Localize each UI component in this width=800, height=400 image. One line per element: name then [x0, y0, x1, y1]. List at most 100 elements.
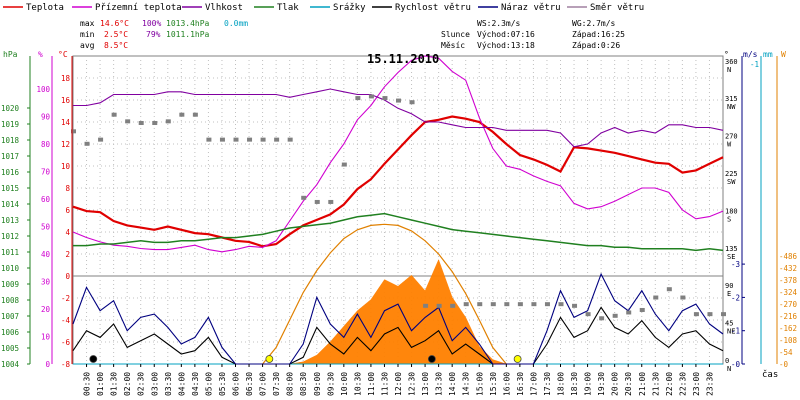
unit-wm2: W: [781, 50, 786, 59]
direction-tick-value: 135: [725, 245, 738, 253]
time-tick-label: 17:30: [543, 372, 552, 396]
time-tick-label: 09:00: [313, 372, 322, 396]
humidity-tick-label: 70: [41, 168, 51, 177]
time-tick-label: 00:30: [83, 372, 92, 396]
unit-mm: mm: [763, 50, 773, 59]
wind-direction-point: [233, 137, 239, 142]
time-tick-label: 08:00: [286, 372, 295, 396]
temperature-tick-label: 6: [65, 206, 70, 215]
pressure-tick-label: 1005: [1, 344, 19, 353]
legend-item-ground: Přízemní teplota: [72, 3, 182, 13]
legend-label-wind: Rychlost větru: [395, 3, 471, 13]
time-tick-label: 18:00: [557, 372, 566, 396]
event-marker-yellow-dot: [513, 355, 522, 363]
direction-tick-name: NE: [727, 328, 735, 336]
wind-direction-point: [517, 302, 523, 307]
wind-direction-point: [125, 119, 131, 124]
humidity-tick-label: 80: [41, 140, 51, 149]
pressure-tick-label: 1010: [1, 264, 20, 273]
direction-tick-name: S: [727, 215, 731, 223]
series-line-náraz-větru: [72, 272, 724, 365]
wind-direction-point: [490, 302, 496, 307]
direction-tick-value: 360: [725, 58, 738, 66]
moon-label: Měsíc: [441, 41, 465, 50]
humidity-tick-label: 20: [41, 305, 51, 314]
direction-tick-value: 315: [725, 95, 738, 103]
wind-tick-label: -3: [731, 260, 740, 269]
temperature-tick-label: -6: [61, 338, 71, 347]
wind-speed-info: WS:2.3m/s: [477, 19, 521, 28]
time-tick-label: 23:30: [705, 372, 714, 396]
stats-min-hum: 79%: [146, 30, 161, 39]
series-line-vlhkost: [73, 88, 724, 148]
wind-gust-info: WG:2.7m/s: [572, 19, 616, 28]
wind-direction-point: [341, 162, 347, 167]
stats-max-rain: 0.0mm: [224, 19, 248, 28]
rain-tick-label: -1: [750, 60, 759, 69]
time-axis-label: čas: [762, 369, 778, 380]
stats-max-label: max: [80, 19, 95, 28]
direction-tick-name: E: [727, 290, 731, 298]
solar-tick-label: -486: [779, 252, 798, 261]
wind-direction-point: [558, 302, 564, 307]
legend-item-temp: Teplota: [3, 3, 64, 13]
time-tick-label: 06:30: [245, 372, 254, 396]
wind-direction-point: [450, 303, 456, 308]
unit-pct: %: [38, 50, 43, 59]
pressure-tick-label: 1007: [1, 312, 19, 321]
temperature-tick-label: 4: [65, 228, 70, 237]
legend-item-press: Tlak: [254, 3, 299, 13]
pressure-tick-label: 1019: [1, 120, 19, 129]
stats-min-label: min: [80, 30, 95, 39]
event-markers: [89, 355, 522, 363]
humidity-tick-label: 60: [41, 195, 51, 204]
pressure-tick-label: 1008: [1, 296, 20, 305]
wind-direction-point: [301, 195, 307, 200]
solar-tick-label: -432: [779, 264, 797, 273]
time-tick-label: 06:00: [232, 372, 241, 396]
astro-block: WS:2.3m/s WG:2.7m/s Slunce Východ:07:16 …: [441, 19, 625, 50]
time-tick-label: 23:00: [692, 372, 701, 396]
legend-label-gust: Náraz větru: [501, 3, 561, 13]
wind-direction-point: [544, 302, 550, 307]
wind-direction-point: [314, 199, 320, 204]
time-tick-label: 07:00: [259, 372, 268, 396]
humidity-tick-label: 30: [41, 278, 51, 287]
temperature-tick-label: 12: [61, 140, 70, 149]
temperature-tick-label: -4: [61, 316, 71, 325]
solar-tick-label: -378: [779, 276, 798, 285]
time-tick-label: 11:30: [380, 372, 389, 396]
time-tick-label: 05:30: [218, 372, 227, 396]
wind-direction-point: [680, 295, 686, 300]
time-tick-label: 19:00: [584, 372, 593, 396]
sun-set: Západ:16:25: [572, 30, 625, 39]
direction-tick-name: SW: [727, 178, 736, 186]
temperature-tick-label: 16: [61, 96, 71, 105]
pressure-tick-label: 1016: [1, 168, 20, 177]
wind-direction-point: [721, 312, 726, 317]
pressure-tick-label: 1018: [1, 136, 20, 145]
wind-direction-marks: [71, 94, 726, 321]
direction-tick-name: N: [727, 66, 731, 74]
direction-tick-value: 225: [725, 170, 738, 178]
stats-avg-label: avg: [80, 41, 95, 50]
humidity-tick-label: 40: [41, 250, 51, 259]
wind-tick-label: -1: [731, 327, 740, 336]
moon-set: Západ:0:26: [572, 41, 620, 50]
time-tick-label: 10:00: [340, 372, 349, 396]
wind-direction-point: [693, 312, 699, 317]
time-tick-label: 17:00: [529, 372, 538, 396]
wind-direction-point: [423, 303, 429, 308]
pressure-tick-label: 1017: [1, 152, 19, 161]
pressure-tick-label: 1020: [1, 104, 20, 113]
humidity-tick-label: 90: [41, 113, 51, 122]
pressure-tick-label: 1009: [1, 280, 19, 289]
temperature-tick-label: 8: [65, 184, 70, 193]
unit-deg: °C: [58, 50, 68, 59]
time-tick-label: 20:00: [611, 372, 620, 396]
pressure-tick-label: 1015: [1, 184, 19, 193]
wind-direction-point: [287, 137, 293, 142]
wind-direction-point: [219, 137, 225, 142]
direction-tick-name: SE: [727, 253, 735, 261]
stats-block: max 14.6°C 100% 1013.4hPa 0.0mm min 2.5°…: [80, 19, 248, 50]
